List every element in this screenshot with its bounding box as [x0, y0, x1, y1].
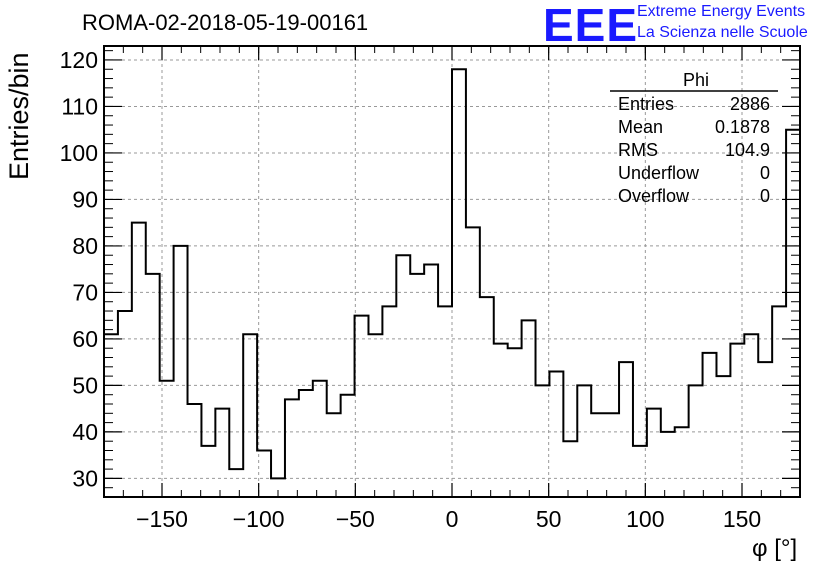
x-tick-label: −100	[233, 506, 285, 532]
y-tick-label: 70	[72, 279, 98, 305]
logo-line-1: Extreme Energy Events	[637, 3, 806, 20]
stats-label: RMS	[618, 140, 658, 160]
y-tick-label: 30	[72, 465, 98, 491]
x-axis-label: φ [°]	[752, 535, 798, 562]
stats-value: 0.1878	[715, 117, 770, 137]
x-tick-label: 150	[723, 506, 761, 532]
axis-ticks	[103, 46, 801, 498]
stats-value: 0	[760, 186, 770, 206]
y-tick-label: 110	[61, 93, 98, 119]
eee-logo: EEE	[543, 0, 639, 51]
stats-label: Mean	[618, 117, 663, 137]
stats-name: Phi	[683, 70, 709, 90]
histogram-line	[104, 68, 800, 480]
y-tick-label: 90	[72, 186, 98, 212]
x-tick-label: 100	[626, 506, 664, 532]
y-tick-label: 50	[72, 372, 98, 398]
x-tick-label: 0	[446, 506, 459, 532]
chart-title: ROMA-02-2018-05-19-00161	[82, 10, 369, 35]
stats-value: 104.9	[725, 140, 770, 160]
x-tick-label: −50	[336, 506, 375, 532]
stats-value: 2886	[730, 94, 770, 114]
x-tick-label: 50	[536, 506, 562, 532]
y-tick-label: 100	[60, 140, 98, 166]
y-tick-label: 40	[72, 419, 98, 445]
stats-box: Phi Entries 2886 Mean 0.1878 RMS 104.9 Underflo…	[610, 70, 778, 206]
x-tick-label: −150	[136, 506, 188, 532]
y-tick-label: 80	[72, 233, 98, 259]
y-tick-label: 120	[60, 47, 98, 73]
tick-labels: −150 −100 −50 0 50 100 150 30 40 50 60 70 80 90 100 110…	[60, 47, 762, 532]
logo-line-2: La Scienza nelle Scuole	[637, 24, 808, 41]
y-tick-label: 60	[72, 326, 98, 352]
stats-label: Underflow	[618, 163, 700, 183]
stats-label: Overflow	[618, 186, 690, 206]
stats-value: 0	[760, 163, 770, 183]
stats-label: Entries	[618, 94, 674, 114]
